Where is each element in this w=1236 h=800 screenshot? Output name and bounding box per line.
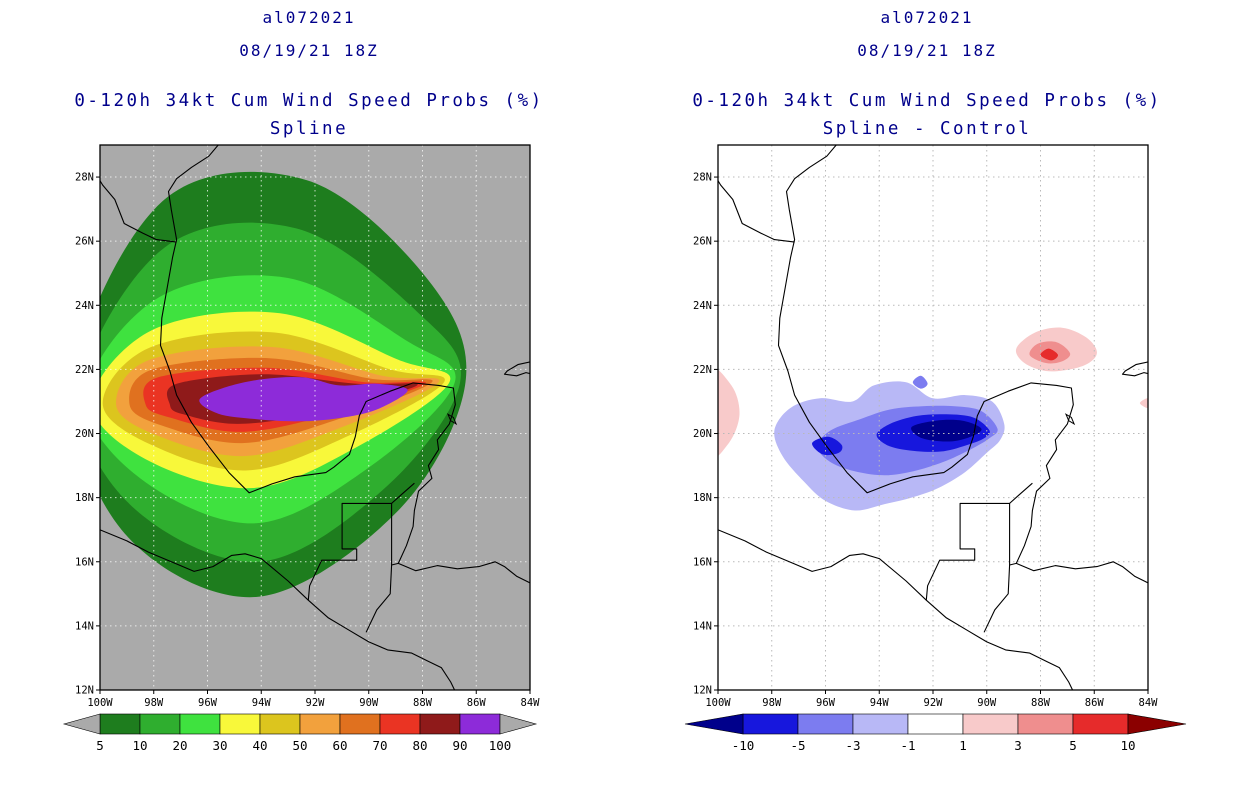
svg-text:92W: 92W (306, 697, 326, 709)
init-time-title: 08/19/21 18Z (857, 41, 997, 60)
storm-id-title: al072021 (262, 8, 356, 27)
svg-text:98W: 98W (144, 697, 164, 709)
svg-text:10: 10 (1120, 738, 1135, 753)
svg-text:22N: 22N (693, 364, 712, 376)
svg-text:80: 80 (412, 738, 427, 753)
svg-text:96W: 96W (198, 697, 218, 709)
init-time-title: 08/19/21 18Z (239, 41, 379, 60)
svg-text:90: 90 (452, 738, 467, 753)
svg-text:92W: 92W (924, 697, 944, 709)
panel-spline-minus-control: al072021 08/19/21 18Z 0-120h 34kt Cum Wi… (618, 0, 1236, 800)
svg-text:18N: 18N (75, 492, 94, 504)
spline-prob-colorbar: 5 10 20 30 40 50 60 70 80 90 100 (62, 713, 538, 753)
svg-text:20: 20 (172, 738, 187, 753)
storm-id-title: al072021 (880, 8, 974, 27)
svg-text:90W: 90W (977, 697, 997, 709)
svg-text:90W: 90W (359, 697, 379, 709)
spline-prob-map: 100W 98W 96W 94W 92W 90W 88W 86W 84W 28N 26N 24N 22N… (75, 144, 541, 709)
svg-text:24N: 24N (693, 300, 712, 312)
svg-text:5: 5 (96, 738, 104, 753)
svg-text:5: 5 (1069, 738, 1077, 753)
svg-text:84W: 84W (1139, 697, 1159, 709)
svg-text:18N: 18N (693, 492, 712, 504)
svg-text:-5: -5 (790, 738, 805, 753)
svg-text:26N: 26N (693, 236, 712, 248)
svg-text:28N: 28N (75, 172, 94, 184)
svg-text:28N: 28N (693, 172, 712, 184)
svg-text:16N: 16N (75, 556, 94, 568)
svg-text:12N: 12N (693, 685, 712, 697)
svg-text:84W: 84W (521, 697, 541, 709)
svg-text:96W: 96W (816, 697, 836, 709)
product-title: 0-120h 34kt Cum Wind Speed Probs (%) (74, 91, 544, 111)
panel-spline: al072021 08/19/21 18Z 0-120h 34kt Cum Wi… (62, 8, 544, 753)
svg-text:-3: -3 (845, 738, 860, 753)
svg-text:60: 60 (332, 738, 347, 753)
svg-text:22N: 22N (75, 364, 94, 376)
svg-text:24N: 24N (75, 300, 94, 312)
method-title: Spline - Control (822, 119, 1032, 139)
svg-text:98W: 98W (762, 697, 782, 709)
svg-text:10: 10 (132, 738, 147, 753)
svg-text:20N: 20N (693, 428, 712, 440)
svg-text:16N: 16N (693, 556, 712, 568)
svg-text:12N: 12N (75, 685, 94, 697)
product-title: 0-120h 34kt Cum Wind Speed Probs (%) (692, 91, 1162, 111)
svg-text:1: 1 (959, 738, 967, 753)
svg-text:86W: 86W (1085, 697, 1105, 709)
svg-text:50: 50 (292, 738, 307, 753)
svg-text:3: 3 (1014, 738, 1022, 753)
svg-text:26N: 26N (75, 236, 94, 248)
svg-text:70: 70 (372, 738, 387, 753)
diff-colorbar: -10 -5 -3 -1 1 3 5 10 (684, 713, 1187, 753)
svg-text:88W: 88W (413, 697, 433, 709)
svg-text:86W: 86W (467, 697, 487, 709)
svg-text:88W: 88W (1031, 697, 1051, 709)
svg-text:100W: 100W (705, 697, 731, 709)
svg-text:14N: 14N (693, 620, 712, 632)
svg-text:-10: -10 (732, 738, 755, 753)
svg-text:40: 40 (252, 738, 267, 753)
svg-text:100: 100 (489, 738, 512, 753)
svg-text:30: 30 (212, 738, 227, 753)
svg-text:14N: 14N (75, 620, 94, 632)
method-title: Spline (269, 119, 349, 139)
svg-text:94W: 94W (252, 697, 272, 709)
svg-text:-1: -1 (900, 738, 915, 753)
svg-text:20N: 20N (75, 428, 94, 440)
svg-text:94W: 94W (870, 697, 890, 709)
diff-map: 100W 98W 96W 94W 92W 90W 88W 86W 84W 28N 26N 24N 22N… (693, 144, 1159, 709)
svg-text:100W: 100W (87, 697, 113, 709)
